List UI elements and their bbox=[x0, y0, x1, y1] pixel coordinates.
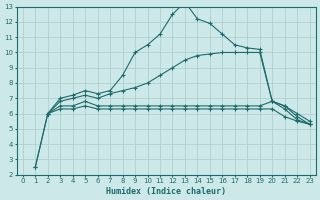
X-axis label: Humidex (Indice chaleur): Humidex (Indice chaleur) bbox=[106, 187, 226, 196]
